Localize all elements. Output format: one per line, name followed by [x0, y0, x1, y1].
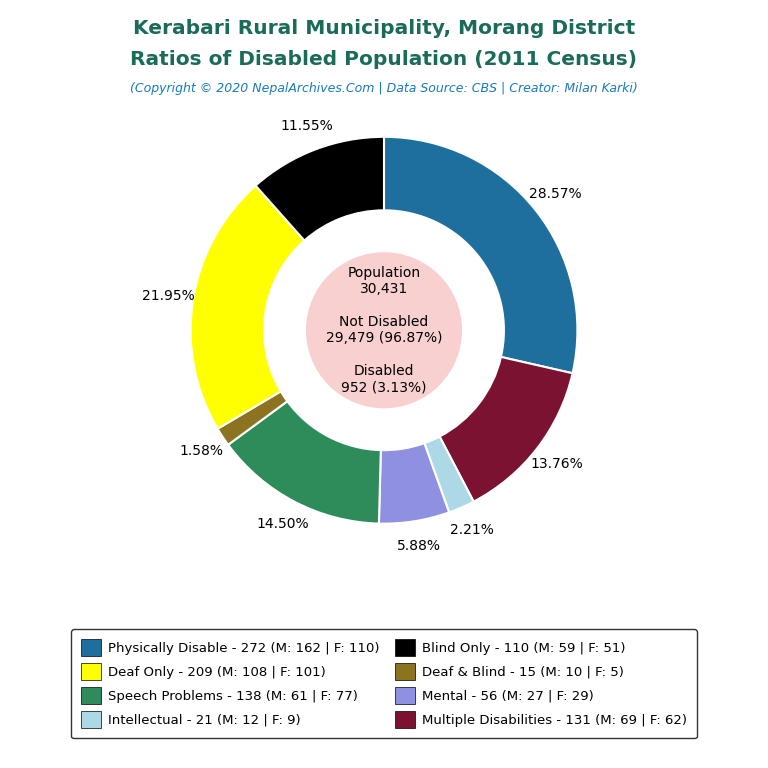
- Text: (Copyright © 2020 NepalArchives.Com | Data Source: CBS | Creator: Milan Karki): (Copyright © 2020 NepalArchives.Com | Da…: [130, 82, 638, 95]
- Text: 11.55%: 11.55%: [280, 119, 333, 133]
- Text: 29,479 (96.87%): 29,479 (96.87%): [326, 332, 442, 346]
- Text: Kerabari Rural Municipality, Morang District: Kerabari Rural Municipality, Morang Dist…: [133, 19, 635, 38]
- Wedge shape: [190, 186, 304, 429]
- Text: 952 (3.13%): 952 (3.13%): [341, 381, 427, 395]
- Text: Not Disabled: Not Disabled: [339, 315, 429, 329]
- Wedge shape: [217, 392, 287, 445]
- Text: 28.57%: 28.57%: [528, 187, 581, 201]
- Text: Ratios of Disabled Population (2011 Census): Ratios of Disabled Population (2011 Cens…: [131, 50, 637, 69]
- Text: 2.21%: 2.21%: [450, 524, 494, 538]
- Wedge shape: [228, 401, 381, 524]
- Wedge shape: [439, 357, 573, 502]
- Wedge shape: [384, 137, 578, 373]
- Text: 14.50%: 14.50%: [257, 517, 309, 531]
- Legend: Physically Disable - 272 (M: 162 | F: 110), Deaf Only - 209 (M: 108 | F: 101), S: Physically Disable - 272 (M: 162 | F: 11…: [71, 629, 697, 738]
- Wedge shape: [379, 443, 449, 524]
- Wedge shape: [256, 137, 384, 240]
- Text: Population: Population: [347, 266, 421, 280]
- Text: Disabled: Disabled: [354, 364, 414, 379]
- Wedge shape: [425, 436, 474, 512]
- Text: 13.76%: 13.76%: [531, 457, 584, 471]
- Text: 21.95%: 21.95%: [141, 290, 194, 303]
- Text: 1.58%: 1.58%: [180, 444, 223, 458]
- Circle shape: [306, 253, 462, 408]
- Text: 5.88%: 5.88%: [396, 539, 441, 553]
- Text: 30,431: 30,431: [360, 282, 408, 296]
